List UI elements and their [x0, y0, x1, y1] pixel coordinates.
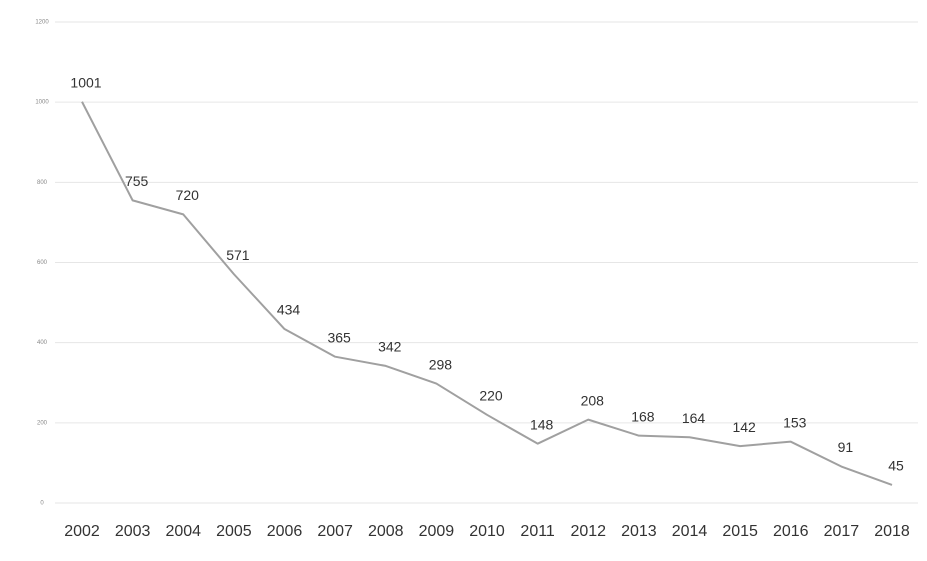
data-label: 342: [378, 339, 402, 355]
data-label: 91: [838, 439, 854, 455]
x-tick-label: 2016: [773, 523, 809, 540]
y-tick-label: 800: [37, 180, 48, 186]
x-tick-label: 2007: [317, 523, 353, 540]
data-label: 148: [530, 416, 554, 432]
y-tick-label: 600: [37, 260, 48, 266]
data-label: 720: [176, 187, 200, 203]
x-tick-label: 2005: [216, 523, 252, 540]
data-label: 1001: [70, 74, 101, 90]
x-tick-label: 2010: [469, 523, 505, 540]
x-tick-label: 2006: [267, 523, 303, 540]
data-label: 142: [732, 419, 756, 435]
x-tick-label: 2009: [419, 523, 455, 540]
x-tick-label: 2018: [874, 523, 910, 540]
x-tick-label: 2004: [165, 523, 201, 540]
y-tick-label: 1200: [35, 20, 49, 26]
x-tick-label: 2014: [672, 523, 708, 540]
x-tick-label: 2015: [722, 523, 758, 540]
x-tick-label: 2011: [520, 523, 555, 540]
x-tick-label: 2013: [621, 523, 657, 540]
data-label: 571: [226, 247, 250, 263]
data-label: 298: [429, 356, 453, 372]
y-tick-label: 1000: [35, 100, 49, 106]
data-label: 220: [479, 388, 503, 404]
data-label: 208: [581, 392, 605, 408]
data-label: 153: [783, 414, 807, 430]
data-label: 45: [888, 458, 904, 474]
y-tick-label: 400: [37, 340, 48, 346]
x-tick-label: 2002: [64, 523, 100, 540]
data-label: 755: [125, 173, 149, 189]
data-line: [81, 101, 893, 486]
y-tick-label: 200: [37, 420, 48, 426]
data-label: 168: [631, 408, 655, 424]
y-tick-label: 0: [40, 501, 44, 507]
data-label: 434: [277, 302, 301, 318]
x-tick-label: 2012: [570, 523, 606, 540]
data-label: 365: [327, 329, 351, 345]
x-tick-label: 2008: [368, 523, 404, 540]
x-tick-label: 2017: [824, 523, 860, 540]
data-label: 164: [682, 410, 706, 426]
x-tick-label: 2003: [115, 523, 151, 540]
